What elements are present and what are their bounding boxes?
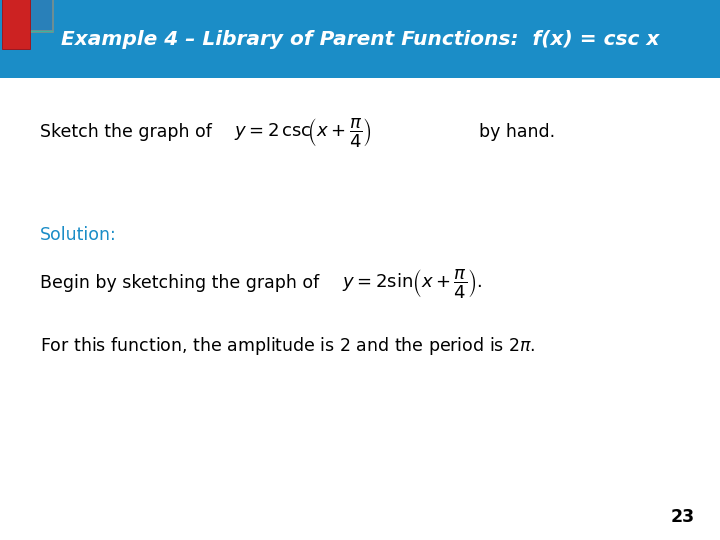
Text: $y = 2\,\mathrm{csc}\!\left(x + \dfrac{\pi}{4}\right)$: $y = 2\,\mathrm{csc}\!\left(x + \dfrac{\… (234, 116, 372, 149)
Text: Sketch the graph of: Sketch the graph of (40, 123, 212, 141)
Text: Example 4 – Library of Parent Functions:  f(x) = csc x: Example 4 – Library of Parent Functions:… (61, 30, 660, 49)
FancyBboxPatch shape (6, 0, 53, 32)
Text: Begin by sketching the graph of: Begin by sketching the graph of (40, 274, 319, 293)
Text: For this function, the amplitude is 2 and the period is $2\pi$.: For this function, the amplitude is 2 an… (40, 335, 535, 356)
Text: by hand.: by hand. (479, 123, 555, 141)
FancyBboxPatch shape (9, 0, 52, 30)
Text: 23: 23 (670, 509, 695, 526)
Text: Solution:: Solution: (40, 226, 117, 244)
FancyBboxPatch shape (2, 0, 30, 49)
Text: $y = 2\sin\!\left(x + \dfrac{\pi}{4}\right).$: $y = 2\sin\!\left(x + \dfrac{\pi}{4}\rig… (342, 267, 482, 300)
FancyBboxPatch shape (0, 0, 720, 78)
